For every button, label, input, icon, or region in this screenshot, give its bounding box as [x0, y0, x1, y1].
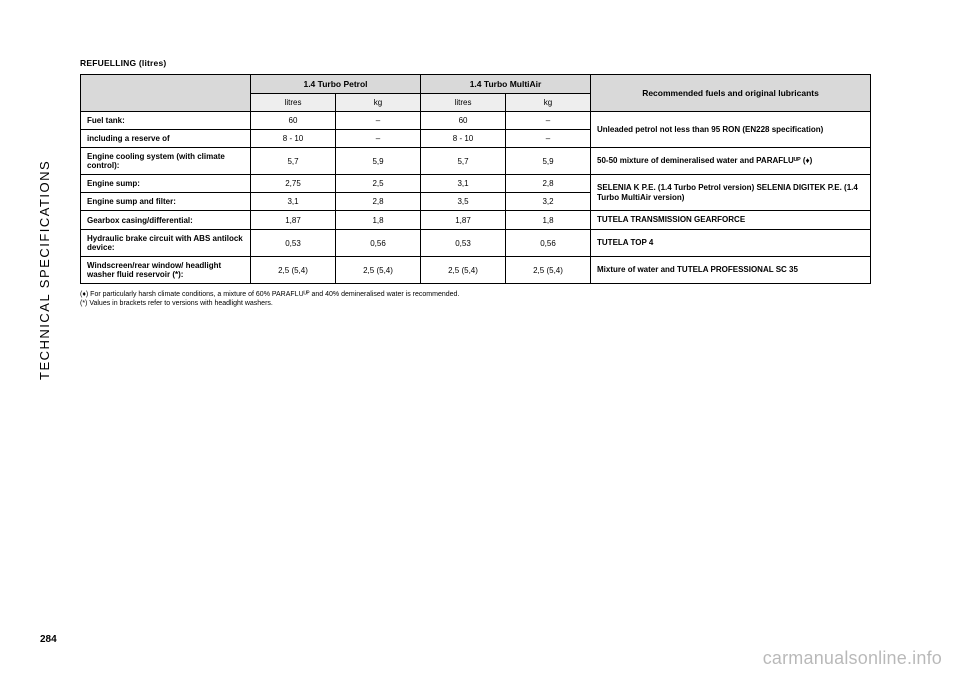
cell-value: 2,8	[506, 175, 591, 193]
page: TECHNICAL SPECIFICATIONS REFUELLING (lit…	[0, 0, 960, 679]
footnote-2: (*) Values in brackets refer to versions…	[80, 299, 870, 308]
cell-value: 5,7	[421, 148, 506, 175]
cell-value: 2,5 (5,4)	[506, 257, 591, 284]
cell-value: 2,5 (5,4)	[336, 257, 421, 284]
cell-value: 0,56	[506, 230, 591, 257]
row-label: Engine cooling system (with climate cont…	[81, 148, 251, 175]
cell-value: 3,1	[421, 175, 506, 193]
cell-value: 1,87	[421, 211, 506, 230]
table-body: Fuel tank:60–60–Unleaded petrol not less…	[81, 112, 871, 284]
section-title: REFUELLING (litres)	[80, 58, 870, 68]
cell-value: 1,8	[336, 211, 421, 230]
row-label: Windscreen/rear window/ headlight washer…	[81, 257, 251, 284]
cell-value: –	[336, 112, 421, 130]
side-label: TECHNICAL SPECIFICATIONS	[37, 160, 52, 380]
table-row: Fuel tank:60–60–Unleaded petrol not less…	[81, 112, 871, 130]
cell-value: 1,8	[506, 211, 591, 230]
header-e1-kg: kg	[336, 94, 421, 112]
table-row: Gearbox casing/differential:1,871,81,871…	[81, 211, 871, 230]
cell-recommended: TUTELA TOP 4	[591, 230, 871, 257]
table-row: Engine sump:2,752,53,12,8SELENIA K P.E. …	[81, 175, 871, 193]
cell-value: 0,53	[251, 230, 336, 257]
cell-recommended: SELENIA K P.E. (1.4 Turbo Petrol version…	[591, 175, 871, 211]
header-e2-kg: kg	[506, 94, 591, 112]
cell-value: 5,7	[251, 148, 336, 175]
table-row: Windscreen/rear window/ headlight washer…	[81, 257, 871, 284]
cell-value: 1,87	[251, 211, 336, 230]
cell-recommended: Unleaded petrol not less than 95 RON (EN…	[591, 112, 871, 148]
cell-recommended: 50-50 mixture of demineralised water and…	[591, 148, 871, 175]
specs-table: 1.4 Turbo Petrol 1.4 Turbo MultiAir Reco…	[80, 74, 871, 284]
cell-value: 0,53	[421, 230, 506, 257]
cell-recommended: TUTELA TRANSMISSION GEARFORCE	[591, 211, 871, 230]
cell-value: –	[506, 130, 591, 148]
header-engine-1: 1.4 Turbo Petrol	[251, 75, 421, 94]
footnote-1: (♦) For particularly harsh climate condi…	[80, 290, 870, 299]
cell-value: 5,9	[336, 148, 421, 175]
cell-value: 2,8	[336, 193, 421, 211]
header-recommended: Recommended fuels and original lubricant…	[591, 75, 871, 112]
cell-value: 60	[251, 112, 336, 130]
side-label-container: TECHNICAL SPECIFICATIONS	[38, 60, 60, 380]
cell-value: 8 - 10	[251, 130, 336, 148]
table-row: Engine cooling system (with climate cont…	[81, 148, 871, 175]
cell-value: 3,1	[251, 193, 336, 211]
cell-value: 5,9	[506, 148, 591, 175]
row-label: including a reserve of	[81, 130, 251, 148]
row-label: Engine sump:	[81, 175, 251, 193]
cell-value: 0,56	[336, 230, 421, 257]
table-row: Hydraulic brake circuit with ABS antiloc…	[81, 230, 871, 257]
cell-value: –	[506, 112, 591, 130]
footnotes: (♦) For particularly harsh climate condi…	[80, 290, 870, 308]
cell-value: 3,5	[421, 193, 506, 211]
cell-value: 2,5 (5,4)	[251, 257, 336, 284]
cell-value: 2,75	[251, 175, 336, 193]
cell-value: 60	[421, 112, 506, 130]
row-label: Hydraulic brake circuit with ABS antiloc…	[81, 230, 251, 257]
header-blank	[81, 75, 251, 112]
header-engine-2: 1.4 Turbo MultiAir	[421, 75, 591, 94]
cell-value: 2,5	[336, 175, 421, 193]
row-label: Fuel tank:	[81, 112, 251, 130]
table-head: 1.4 Turbo Petrol 1.4 Turbo MultiAir Reco…	[81, 75, 871, 112]
page-number: 284	[40, 634, 57, 645]
row-label: Engine sump and filter:	[81, 193, 251, 211]
cell-value: 2,5 (5,4)	[421, 257, 506, 284]
cell-value: 8 - 10	[421, 130, 506, 148]
cell-value: 3,2	[506, 193, 591, 211]
cell-value: –	[336, 130, 421, 148]
watermark: carmanualsonline.info	[763, 648, 942, 669]
header-e2-litres: litres	[421, 94, 506, 112]
content: REFUELLING (litres) 1.4 Turbo Petrol 1.4…	[80, 58, 870, 308]
header-e1-litres: litres	[251, 94, 336, 112]
row-label: Gearbox casing/differential:	[81, 211, 251, 230]
cell-recommended: Mixture of water and TUTELA PROFESSIONAL…	[591, 257, 871, 284]
